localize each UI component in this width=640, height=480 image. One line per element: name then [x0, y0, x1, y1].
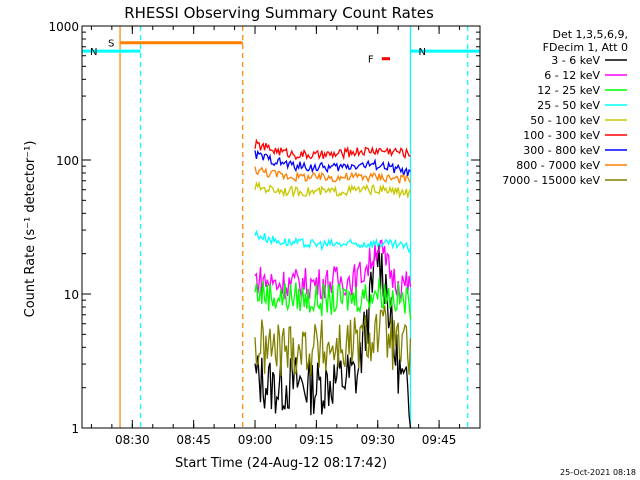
- y-tick-label: 1: [71, 422, 79, 436]
- legend-label: 6 - 12 keV: [544, 69, 600, 82]
- series-line: [254, 239, 412, 301]
- x-tick-label: 08:30: [115, 433, 150, 447]
- legend: Det 1,3,5,6,9,FDecim 1, Att 03 - 6 keV 6 …: [502, 28, 628, 187]
- y-axis-label: Count Rate (s⁻¹ detector⁻¹): [23, 141, 38, 318]
- x-tick-label: 09:45: [422, 433, 457, 447]
- tick-labels: 08:30 08:45 09:00 09:15 09:30 09:45 1 10 100 1000: [48, 20, 456, 447]
- legend-label: 50 - 100 keV: [530, 114, 600, 127]
- x-axis-label: Start Time (24-Aug-12 08:17:42): [175, 456, 387, 471]
- series-line: [254, 229, 412, 254]
- series-line: [254, 149, 411, 177]
- chart-title: RHESSI Observing Summary Count Rates: [124, 4, 434, 22]
- series-line: [254, 278, 412, 320]
- legend-label: 25 - 50 keV: [537, 99, 600, 112]
- series-line: [254, 138, 411, 161]
- y-tick-label: 1000: [48, 20, 79, 34]
- legend-label: 12 - 25 keV: [537, 84, 600, 97]
- series-line: [254, 180, 412, 199]
- legend-header: FDecim 1, Att 0: [543, 41, 628, 54]
- state-bar-label: F: [368, 55, 374, 66]
- x-tick-label: 09:15: [299, 433, 334, 447]
- state-markers: SN NF: [82, 26, 480, 428]
- y-tick-label: 100: [56, 154, 79, 168]
- state-bar-label: S: [108, 39, 114, 50]
- legend-label: 7000 - 15000 keV: [502, 174, 600, 187]
- legend-header: Det 1,3,5,6,9,: [552, 28, 628, 41]
- axes: [81, 25, 481, 429]
- x-tick-label: 09:30: [360, 433, 395, 447]
- series-lines: [254, 138, 412, 429]
- series-line: [254, 305, 412, 377]
- state-bar-label: N: [418, 47, 425, 58]
- plot-frame: [81, 25, 481, 429]
- legend-label: 3 - 6 keV: [551, 54, 600, 67]
- y-tick-label: 10: [64, 288, 79, 302]
- x-tick-label: 08:45: [176, 433, 211, 447]
- x-tick-label: 09:00: [238, 433, 273, 447]
- legend-label: 800 - 7000 keV: [516, 159, 600, 172]
- legend-label: 300 - 800 keV: [523, 144, 600, 157]
- state-bar-label: N: [90, 47, 97, 58]
- footer-date: 25-Oct-2021 08:18: [560, 468, 636, 477]
- series-line: [254, 166, 412, 184]
- legend-label: 100 - 300 keV: [523, 129, 600, 142]
